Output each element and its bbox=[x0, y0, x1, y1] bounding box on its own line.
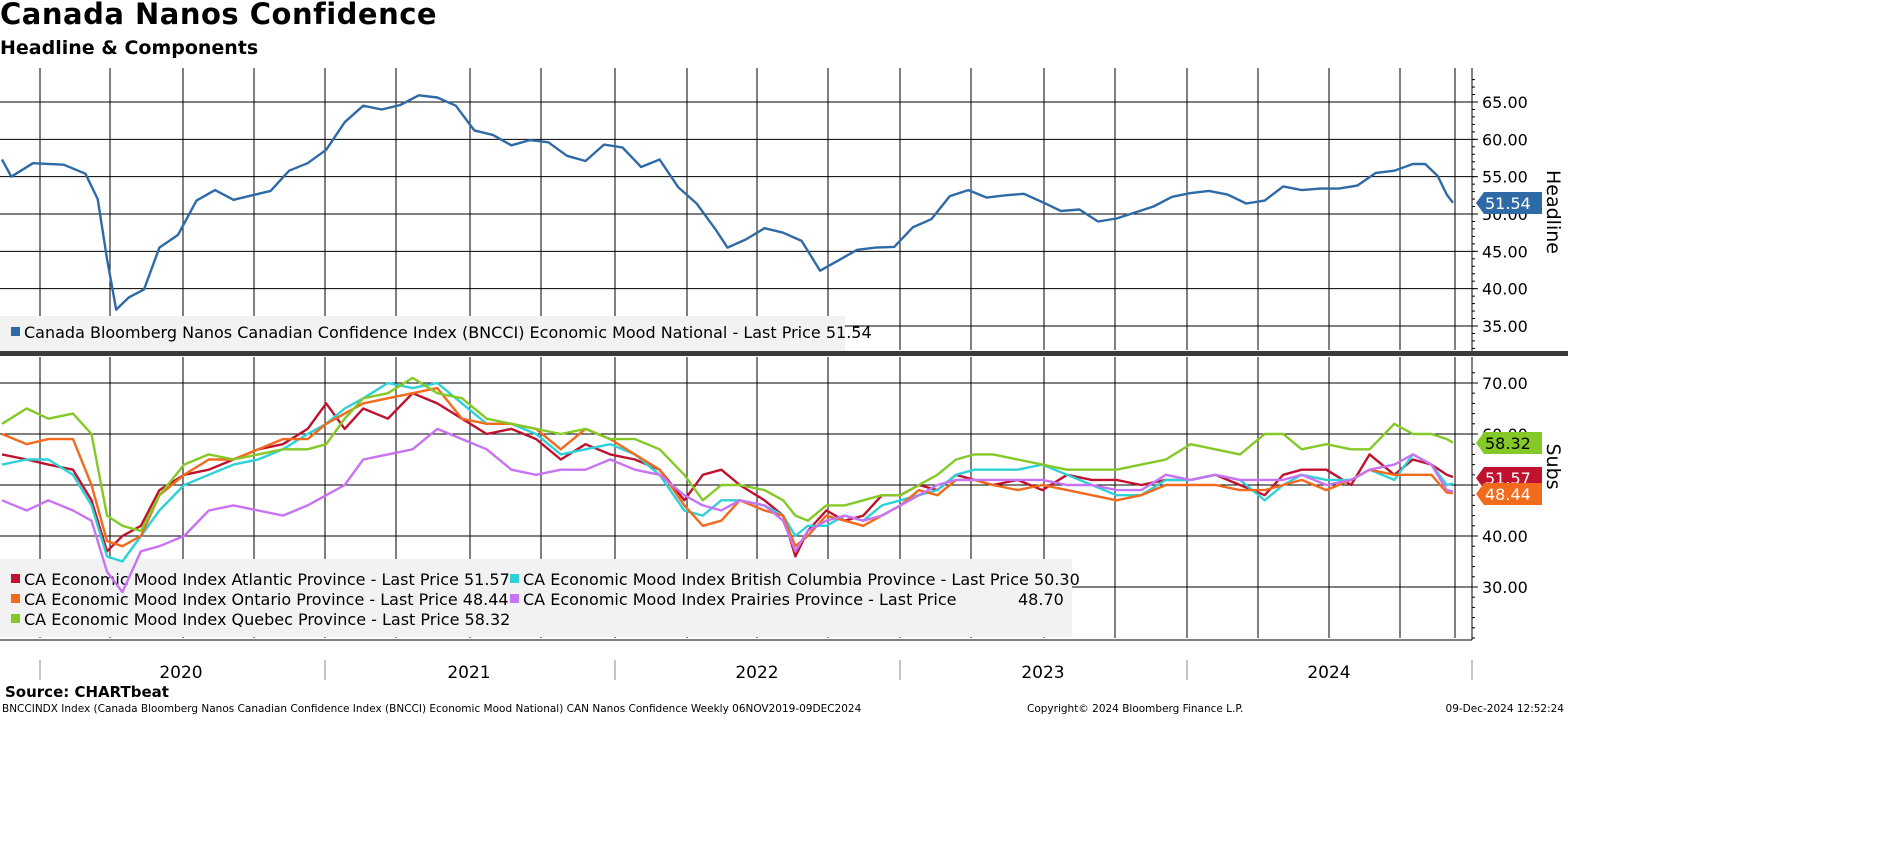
footer-copyright: Copyright© 2024 Bloomberg Finance L.P. bbox=[1027, 703, 1244, 715]
panel-label: Headline bbox=[1542, 170, 1564, 254]
legend-swatch bbox=[11, 574, 20, 583]
x-tick-label: 2023 bbox=[1021, 663, 1064, 683]
series-line bbox=[1, 427, 1454, 594]
y-tick-label: 30.00 bbox=[1482, 578, 1528, 597]
legend-label: CA Economic Mood Index Atlantic Province… bbox=[24, 570, 510, 589]
last-price-tag bbox=[1476, 192, 1542, 214]
y-tick-label: 60.00 bbox=[1482, 130, 1528, 149]
x-tick-label: 2022 bbox=[735, 663, 778, 683]
y-tick-label: 55.00 bbox=[1482, 168, 1528, 187]
legend-label: CA Economic Mood Index British Columbia … bbox=[523, 570, 1080, 589]
last-price-tag bbox=[1476, 432, 1542, 454]
x-tick-label: 2024 bbox=[1307, 663, 1350, 683]
last-price-label: 58.32 bbox=[1485, 434, 1531, 453]
legend-swatch bbox=[11, 594, 20, 603]
x-tick-label: 2020 bbox=[159, 663, 202, 683]
legend: Canada Bloomberg Nanos Canadian Confiden… bbox=[0, 316, 872, 352]
series-line bbox=[1, 376, 1454, 533]
y-tick-label: 70.00 bbox=[1482, 374, 1528, 393]
legend-label: CA Economic Mood Index Prairies Province… bbox=[523, 590, 956, 609]
panel-label: Subs bbox=[1542, 444, 1564, 490]
legend-swatch bbox=[11, 614, 20, 623]
y-tick-label: 65.00 bbox=[1482, 93, 1528, 112]
y-tick-label: 40.00 bbox=[1482, 280, 1528, 299]
y-tick-label: 35.00 bbox=[1482, 317, 1528, 336]
footer-timestamp: 09-Dec-2024 12:52:24 bbox=[1445, 703, 1564, 715]
legend-label: Canada Bloomberg Nanos Canadian Confiden… bbox=[24, 323, 872, 342]
series-line bbox=[1, 392, 1454, 558]
last-price-label: 48.44 bbox=[1485, 485, 1531, 504]
x-tick-label: 2021 bbox=[447, 663, 490, 683]
legend-value: 48.70 bbox=[1018, 590, 1064, 609]
legend-swatch bbox=[11, 327, 20, 336]
last-price-label: 51.54 bbox=[1485, 194, 1531, 213]
legend-label: CA Economic Mood Index Ontario Province … bbox=[24, 590, 509, 609]
y-tick-label: 40.00 bbox=[1482, 527, 1528, 546]
chart-canvas: 65.0060.0055.0050.0045.0040.0035.00Headl… bbox=[0, 68, 1568, 683]
legend-background bbox=[0, 559, 1072, 637]
legend-label: CA Economic Mood Index Quebec Province -… bbox=[24, 610, 510, 629]
panel-separator bbox=[0, 351, 1568, 356]
last-price-tag bbox=[1476, 483, 1542, 505]
source-label: Source: CHARTbeat bbox=[5, 683, 169, 701]
legend-swatch bbox=[510, 574, 519, 583]
headline-panel: 65.0060.0055.0050.0045.0040.0035.00Headl… bbox=[0, 68, 1564, 352]
chart-subtitle: Headline & Components bbox=[0, 37, 259, 59]
footer-ticker-description: BNCCINDX Index (Canada Bloomberg Nanos C… bbox=[2, 703, 862, 715]
legend-swatch bbox=[510, 594, 519, 603]
y-tick-label: 45.00 bbox=[1482, 242, 1528, 261]
legend: CA Economic Mood Index Atlantic Province… bbox=[0, 559, 1080, 637]
chart-title: Canada Nanos Confidence bbox=[0, 0, 438, 31]
legend-background bbox=[0, 316, 845, 352]
series-line bbox=[1, 381, 1454, 563]
series-line bbox=[0, 94, 1454, 311]
series-line bbox=[1, 386, 1454, 548]
